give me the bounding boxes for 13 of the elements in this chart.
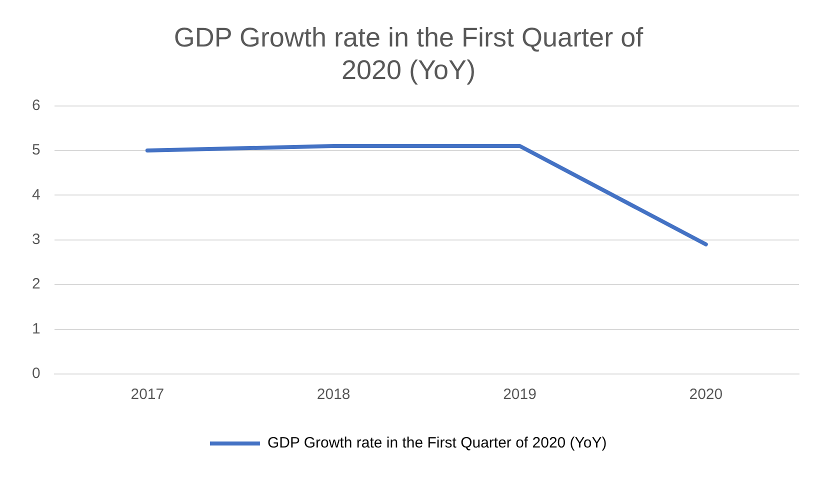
legend-label: GDP Growth rate in the First Quarter of 2020 (YoY)	[267, 434, 607, 452]
y-tick-label: 2	[32, 276, 40, 293]
y-tick-label: 3	[32, 231, 40, 248]
x-tick-label: 2017	[130, 386, 164, 404]
x-tick-label: 2019	[503, 386, 536, 404]
y-tick-label: 4	[32, 186, 40, 204]
x-tick-label: 2020	[689, 386, 723, 404]
chart-title: GDP Growth rate in the First Quarter of 2020 (YoY)	[174, 22, 644, 86]
y-tick-label: 1	[32, 320, 40, 338]
x-tick-label: 2018	[316, 386, 350, 404]
y-tick-label: 5	[32, 142, 40, 159]
y-tick-label: 6	[32, 96, 40, 114]
y-tick-label: 0	[32, 365, 40, 382]
